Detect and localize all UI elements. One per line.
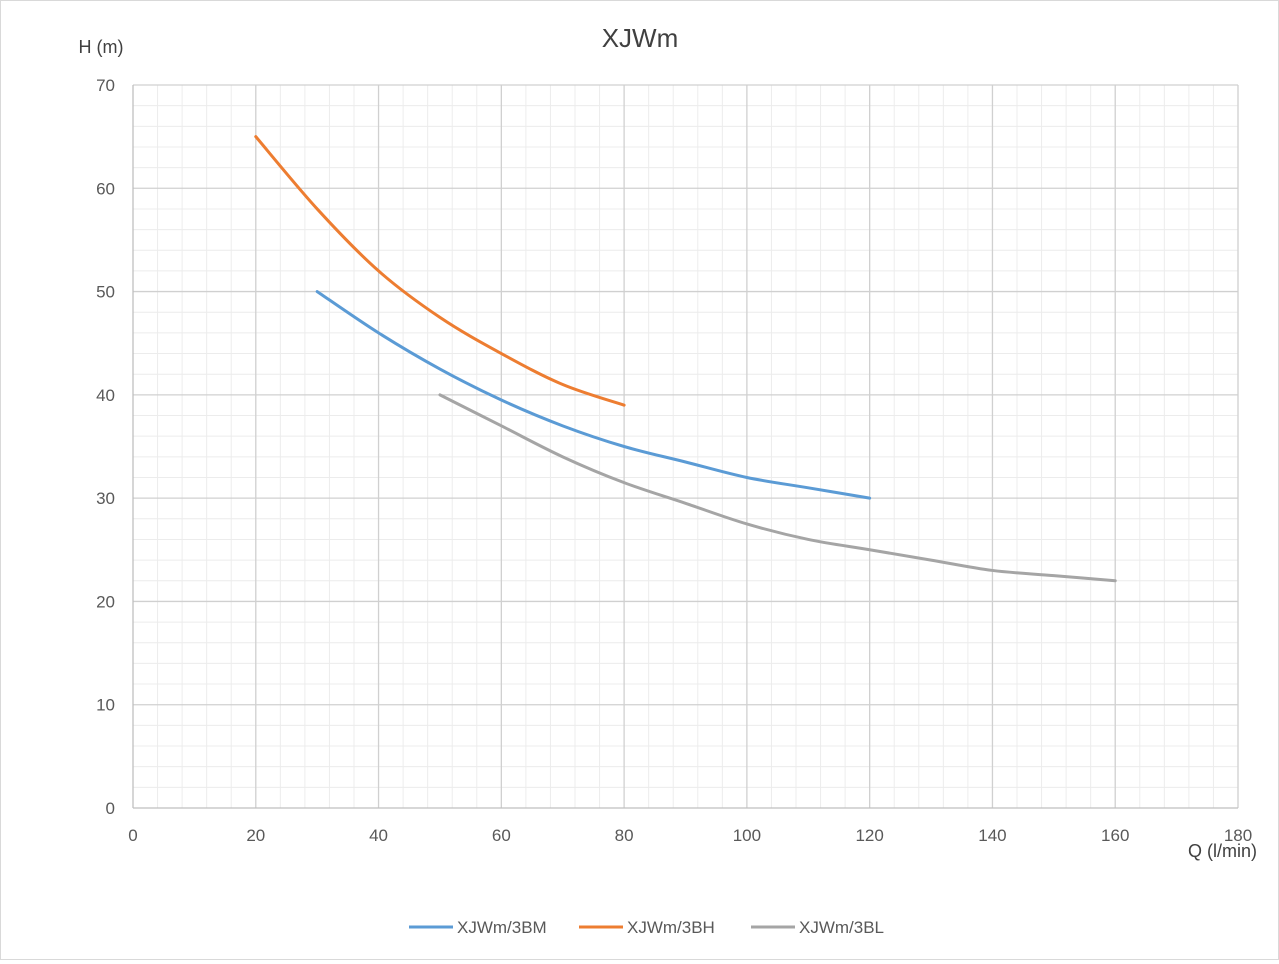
- tick-labels: 0 20 40 60 80 100 120 140 160 180 0 10 20 30 40 50 60 70: [96, 76, 1252, 845]
- x-tick-label: 20: [246, 826, 265, 845]
- y-tick-label: 10: [96, 696, 115, 715]
- chart-title: XJWm: [602, 23, 679, 53]
- x-tick-label: 160: [1101, 826, 1129, 845]
- y-tick-label: 50: [96, 283, 115, 302]
- axes: [132, 85, 1238, 809]
- legend-label: XJWm/3BM: [457, 918, 547, 937]
- series-line-xjwm-3bm: [315, 290, 872, 500]
- y-tick-label: 40: [96, 386, 115, 405]
- x-tick-label: 40: [369, 826, 388, 845]
- legend-item-xjwm-3bh: XJWm/3BH: [579, 918, 715, 937]
- x-tick-label: 100: [733, 826, 761, 845]
- y-tick-label: 20: [96, 592, 115, 611]
- series-line-xjwm-3bl: [438, 393, 1117, 583]
- x-tick-label: 140: [978, 826, 1006, 845]
- y-tick-label: 0: [106, 799, 115, 818]
- y-tick-label: 70: [96, 76, 115, 95]
- legend-label: XJWm/3BH: [627, 918, 715, 937]
- legend-item-xjwm-3bm: XJWm/3BM: [409, 918, 547, 937]
- x-tick-label: 120: [855, 826, 883, 845]
- legend-label: XJWm/3BL: [799, 918, 884, 937]
- series-line-xjwm-3bh: [254, 135, 626, 407]
- legend: XJWm/3BM XJWm/3BH XJWm/3BL: [409, 918, 884, 937]
- x-tick-label: 180: [1224, 826, 1252, 845]
- grid: [133, 84, 1239, 808]
- y-tick-label: 30: [96, 489, 115, 508]
- y-axis-label: H (m): [79, 37, 124, 57]
- x-tick-label: 60: [492, 826, 511, 845]
- x-tick-label: 80: [615, 826, 634, 845]
- series: [254, 135, 1117, 583]
- legend-item-xjwm-3bl: XJWm/3BL: [751, 918, 884, 937]
- y-tick-label: 60: [96, 179, 115, 198]
- x-tick-label: 0: [128, 826, 137, 845]
- x-axis-label: Q (l/min): [1188, 841, 1257, 861]
